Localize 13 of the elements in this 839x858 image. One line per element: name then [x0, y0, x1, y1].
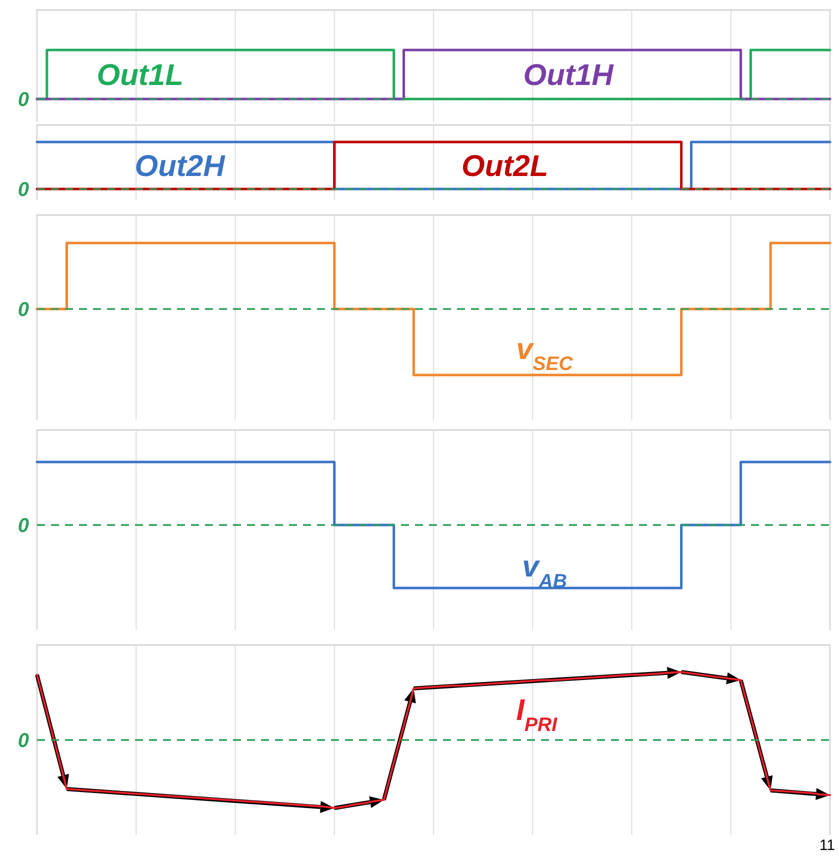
- ref-line-label: 0: [18, 179, 29, 201]
- series-label: Out2L: [462, 150, 548, 183]
- series-label: Out1H: [523, 59, 615, 92]
- series-label: I$_{PRI}$: [516, 694, 558, 736]
- series-label: v$_{SEC}$: [516, 333, 574, 376]
- ref-line-label: 0: [18, 299, 29, 321]
- series-label: Out2H: [134, 150, 226, 183]
- ref-line-label: 0: [18, 89, 29, 111]
- series-label: v$_{AB}$: [522, 550, 567, 592]
- ref-line-label: 0: [18, 515, 29, 537]
- series-label: Out1L: [96, 59, 184, 92]
- ref-line-label: 0: [18, 730, 29, 752]
- text: 11: [819, 837, 835, 854]
